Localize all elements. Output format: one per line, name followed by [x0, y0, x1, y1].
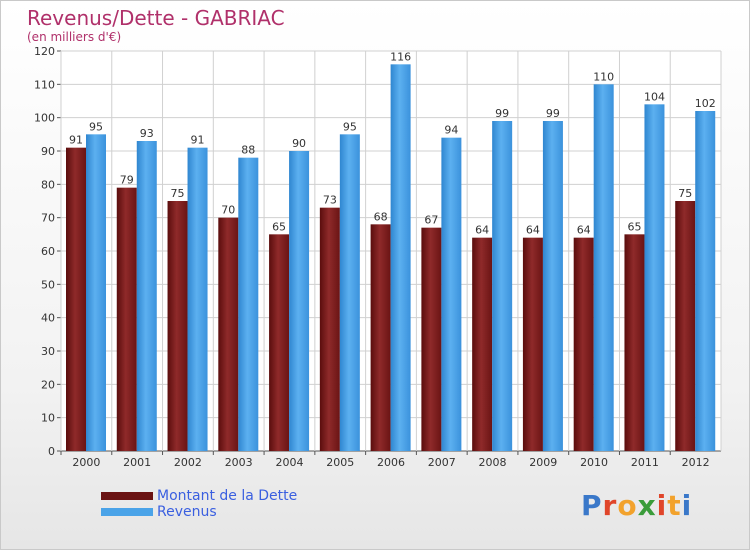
logo-letter: i	[681, 489, 693, 522]
legend-label-dette: Montant de la Dette	[157, 488, 298, 504]
y-tick-label: 50	[41, 278, 55, 291]
y-tick-label: 40	[41, 312, 55, 325]
data-label-dette: 64	[475, 224, 489, 237]
y-tick-label: 70	[41, 212, 55, 225]
bar-dette	[319, 207, 340, 451]
x-tick-label: 2011	[631, 456, 659, 469]
x-tick-label: 2007	[428, 456, 456, 469]
x-tick-label: 2005	[326, 456, 354, 469]
bar-revenus	[593, 84, 614, 451]
data-label-dette: 70	[221, 204, 235, 217]
data-label-revenus: 91	[191, 134, 205, 147]
x-tick-label: 2009	[529, 456, 557, 469]
chart-title: Revenus/Dette - GABRIAC	[27, 6, 285, 30]
chart-subtitle: (en milliers d'€)	[27, 30, 122, 44]
x-tick-label: 2004	[275, 456, 303, 469]
y-tick-label: 30	[41, 345, 55, 358]
bar-dette	[370, 224, 391, 451]
data-label-revenus: 95	[343, 120, 357, 133]
bar-revenus	[492, 121, 513, 451]
data-label-revenus: 104	[644, 90, 665, 103]
x-tick-label: 2006	[377, 456, 405, 469]
bar-dette	[167, 201, 188, 451]
bar-revenus	[339, 134, 360, 452]
bar-revenus	[136, 141, 157, 451]
data-label-dette: 64	[526, 224, 540, 237]
bar-revenus	[86, 134, 106, 452]
data-label-dette: 65	[627, 220, 641, 233]
data-label-revenus: 99	[495, 107, 509, 120]
x-tick-label: 2012	[682, 456, 710, 469]
x-tick-label: 2010	[580, 456, 608, 469]
bar-dette	[218, 217, 239, 451]
data-label-revenus: 94	[444, 124, 458, 137]
bar-revenus	[542, 121, 563, 451]
bar-dette	[472, 237, 493, 451]
data-label-dette: 75	[678, 187, 692, 200]
logo-letter: x	[637, 489, 657, 522]
data-label-revenus: 88	[241, 144, 255, 157]
bar-dette	[421, 227, 442, 451]
y-tick-label: 100	[34, 112, 55, 125]
y-tick-label: 80	[41, 178, 55, 191]
data-label-dette: 67	[424, 214, 438, 227]
bar-dette	[522, 237, 543, 451]
bar-revenus	[289, 151, 310, 451]
bar-dette	[675, 201, 696, 451]
data-label-dette: 91	[69, 134, 83, 147]
bar-revenus	[187, 147, 208, 451]
y-tick-label: 0	[48, 445, 55, 458]
bar-revenus	[441, 137, 462, 451]
logo-letter: r	[602, 489, 618, 522]
y-tick-label: 120	[34, 45, 55, 58]
bar-dette	[269, 234, 290, 451]
logo-letter: P	[581, 489, 603, 522]
data-label-dette: 79	[120, 174, 134, 187]
bar-dette	[66, 147, 86, 451]
bar-revenus	[644, 104, 665, 451]
x-tick-label: 2002	[174, 456, 202, 469]
x-tick-label: 2008	[479, 456, 507, 469]
bar-revenus	[238, 157, 259, 451]
data-label-dette: 75	[171, 187, 185, 200]
logo-letter: o	[617, 489, 638, 522]
y-tick-label: 90	[41, 145, 55, 158]
data-label-dette: 68	[374, 210, 388, 223]
legend-swatch-dette	[101, 492, 153, 500]
bar-dette	[116, 187, 137, 451]
data-label-revenus: 95	[89, 120, 103, 133]
proxiti-logo: Proxiti	[581, 489, 692, 522]
data-label-revenus: 99	[546, 107, 560, 120]
y-tick-label: 110	[34, 78, 55, 91]
y-tick-label: 60	[41, 245, 55, 258]
logo-letter: t	[667, 489, 682, 522]
logo-letter: i	[656, 489, 668, 522]
data-label-dette: 64	[577, 224, 591, 237]
data-label-dette: 65	[272, 220, 286, 233]
data-label-revenus: 102	[695, 97, 716, 110]
data-label-dette: 73	[323, 194, 337, 207]
bar-revenus	[390, 64, 411, 452]
data-label-revenus: 90	[292, 137, 306, 150]
x-tick-label: 2003	[225, 456, 253, 469]
x-tick-label: 2000	[72, 456, 100, 469]
x-tick-label: 2001	[123, 456, 151, 469]
data-label-revenus: 110	[593, 70, 614, 83]
data-label-revenus: 116	[390, 50, 411, 63]
data-label-revenus: 93	[140, 127, 154, 140]
y-tick-label: 10	[41, 412, 55, 425]
y-tick-label: 20	[41, 378, 55, 391]
legend-label-revenus: Revenus	[157, 504, 217, 520]
legend-swatch-revenus	[101, 508, 153, 516]
bar-revenus	[695, 111, 716, 451]
bar-dette	[573, 237, 594, 451]
bar-dette	[624, 234, 645, 451]
